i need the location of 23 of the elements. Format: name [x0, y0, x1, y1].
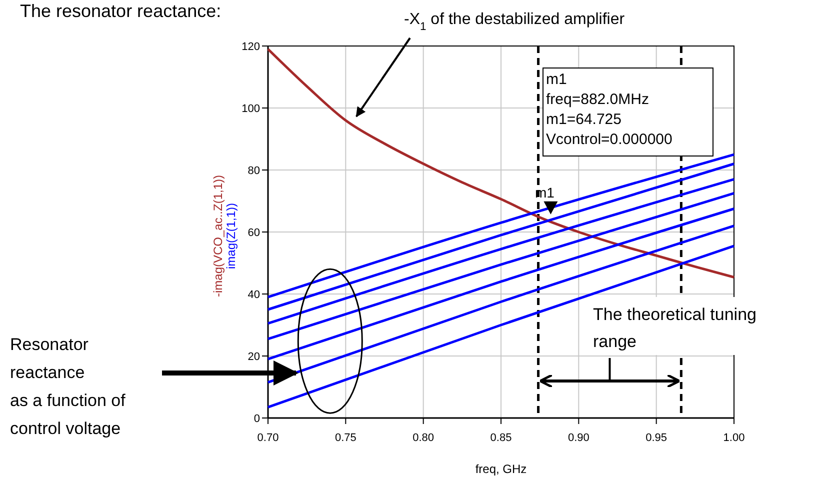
y-tick-label: 0: [254, 413, 260, 425]
annotation: -X$_{1}$ of the destabilized amplifier: [404, 11, 626, 33]
y-tick-label: 100: [242, 103, 260, 115]
y-tick-label: 40: [248, 289, 260, 301]
y-axis-title: -imag(VCO_ac..Z(1,1)): [211, 174, 225, 298]
y-tick-label: 20: [248, 351, 260, 363]
x-tick-label: 0.85: [490, 432, 512, 444]
x-axis-title: freq, GHz: [475, 462, 527, 476]
x-tick-label: 0.70: [257, 432, 279, 444]
x-tick-label: 0.95: [646, 432, 668, 444]
text: Resonator reactance as a function of control voltage: [10, 335, 126, 438]
x-tick-label: 0.90: [568, 432, 590, 444]
y-tick-label: 120: [242, 41, 260, 53]
line-series: [266, 48, 736, 279]
x-tick-label: 0.75: [334, 432, 356, 444]
text: The resonator reactance:: [20, 1, 222, 21]
y2-axis-title: imag(Z(1,1)): [224, 202, 238, 270]
annotation: m1 freq=882.0MHz m1=64.725 Vcontrol=0.000000: [546, 71, 672, 148]
y-tick-label: 60: [248, 227, 260, 239]
y-tick-label: 80: [248, 165, 260, 177]
annotation: The theoretical tuning range: [593, 305, 756, 351]
x-tick-label: 1.00: [723, 432, 745, 444]
x-tick-label: 0.80: [412, 432, 434, 444]
